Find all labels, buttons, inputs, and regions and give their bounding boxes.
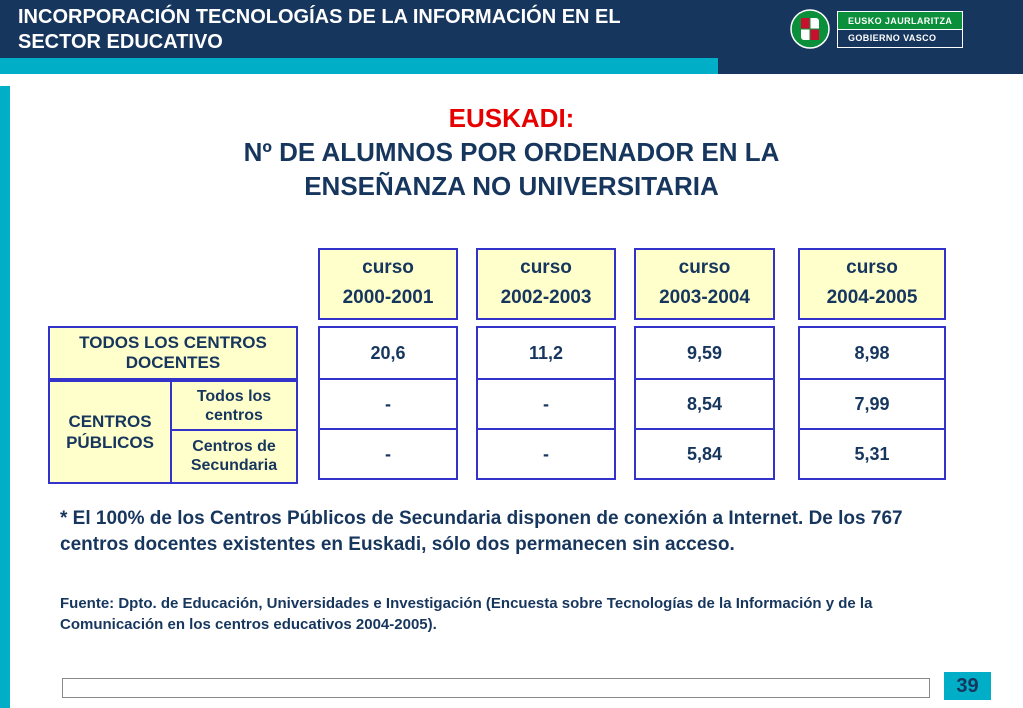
col-header-label: curso [846,257,898,278]
col-header-years: 2002-2003 [500,287,592,308]
row-header-label: CENTROS PÚBLICOS [66,412,154,452]
header-accent-bar-cyan [0,58,718,74]
row-header-centros-de-secundaria: Centros de Secundaria [172,431,296,480]
row-header-label: Todos los centros [196,387,272,424]
table-cell: 7,99 [800,378,944,428]
table-cell: 20,6 [370,342,406,363]
col-header-years: 2003-2004 [659,287,750,308]
table-col-values-2003-2004: 9,59 8,54 5,84 [634,326,775,480]
col-header-label: curso [520,257,572,278]
row-header-label: Centros de Secundaria [190,437,278,474]
table-cell: 9,59 [686,342,723,363]
header-band: INCORPORACIÓN TECNOLOGÍAS DE LA INFORMAC… [0,0,1023,58]
table-cell: 5,31 [800,428,944,478]
header-title-line1: INCORPORACIÓN TECNOLOGÍAS DE LA INFORMAC… [18,6,621,28]
row-header-todos-los-centros: Todos los centros [172,382,296,431]
table-col-values-2002-2003: 11,2 - - [476,326,616,480]
logo-text-block: EUSKO JAURLARITZA GOBIERNO VASCO [837,10,964,48]
table-col-values-2000-2001: 20,6 - - [318,326,458,480]
table-col-values-2004-2005: 8,98 7,99 5,31 [798,326,946,480]
page-number-badge: 39 [944,672,991,700]
slide-title-euskadi: EUSKADI: [448,103,575,133]
table-col-header-2003-2004: curso 2003-2004 [634,248,775,320]
row-header-centros-publicos: CENTROS PÚBLICOS [50,382,172,482]
table-col-header-2002-2003: curso 2002-2003 [476,248,616,320]
row-header-centros-publicos-group: CENTROS PÚBLICOS Todos los centros Centr… [48,380,298,484]
table-cell: - [320,378,456,428]
col-header-years: 2004-2005 [826,287,918,308]
header-accent-bar-navy [718,58,1023,74]
footnote-text: * El 100% de los Centros Públicos de Sec… [60,508,903,555]
table-cell: 11,2 [528,342,564,363]
table-cell: 8,54 [636,378,773,428]
col-header-label: curso [362,257,414,278]
logo-text-gobierno-vasco: GOBIERNO VASCO [838,29,963,47]
table-col-header-2004-2005: curso 2004-2005 [798,248,946,320]
header-title-line2: SECTOR EDUCATIVO [18,31,223,53]
footer-placeholder-box [62,678,930,698]
table-col-header-2000-2001: curso 2000-2001 [318,248,458,320]
row-header-public-subrows: Todos los centros Centros de Secundaria [172,382,296,482]
table-cell: - [320,428,456,478]
slide-header-title: INCORPORACIÓN TECNOLOGÍAS DE LA INFORMAC… [18,5,621,55]
table-cell: - [478,378,614,428]
slide-title-line3: ENSEÑANZA NO UNIVERSITARIA [304,171,719,201]
table-cell: 5,84 [636,428,773,478]
left-accent-stripe [0,86,10,708]
table-cell: 8,98 [854,342,890,363]
logo-text-eusko-jaurlaritza: EUSKO JAURLARITZA [838,11,963,30]
row-header-todos-los-centros-docentes: TODOS LOS CENTROS DOCENTES [48,326,298,380]
col-header-years: 2000-2001 [342,287,434,308]
gobierno-vasco-logo: EUSKO JAURLARITZA GOBIERNO VASCO [790,6,964,52]
slide-title: EUSKADI: Nº DE ALUMNOS POR ORDENADOR EN … [0,101,1023,203]
slide-title-line2: Nº DE ALUMNOS POR ORDENADOR EN LA [243,137,780,167]
row-header-label: TODOS LOS CENTROS DOCENTES [79,333,267,372]
source-text: Fuente: Dpto. de Educación, Universidade… [60,595,873,633]
table-cell: - [478,428,614,478]
col-header-label: curso [678,257,731,278]
basque-coat-of-arms-icon [790,9,830,49]
